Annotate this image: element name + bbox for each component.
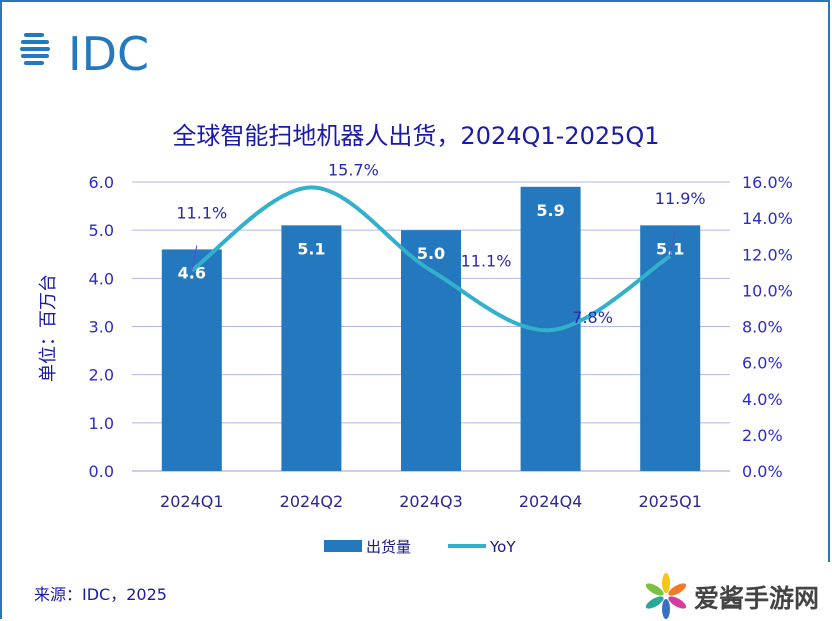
yoy-value-label: 7.8% bbox=[572, 308, 613, 327]
x-tick-label: 2025Q1 bbox=[638, 492, 702, 511]
bar bbox=[161, 249, 222, 471]
y-tick-label: 1.0 bbox=[89, 414, 114, 433]
y-tick-label: 3.0 bbox=[89, 318, 114, 337]
legend-swatch-bar bbox=[324, 540, 362, 552]
bar-value-label: 5.9 bbox=[536, 201, 564, 220]
bar-value-label: 4.6 bbox=[178, 263, 206, 282]
svg-text:IDC: IDC bbox=[68, 27, 149, 81]
watermark: 爱酱手游网 bbox=[645, 573, 819, 619]
y-tick-label: 6.0 bbox=[89, 173, 114, 192]
leader-line bbox=[191, 245, 198, 271]
y-axis-label: 单位：百万台 bbox=[38, 274, 59, 382]
source-note: 来源：IDC，2025 bbox=[34, 585, 167, 604]
x-tick-label: 2024Q1 bbox=[160, 492, 224, 511]
svg-text:爱酱手游网: 爱酱手游网 bbox=[694, 584, 819, 613]
legend: 出货量 YoY bbox=[324, 538, 516, 556]
y2-tick-label: 4.0% bbox=[742, 390, 783, 409]
bar-value-label: 5.1 bbox=[297, 239, 325, 258]
bar-value-label: 5.0 bbox=[417, 244, 445, 263]
y2-tick-label: 0.0% bbox=[742, 462, 783, 481]
y2-tick-label: 10.0% bbox=[742, 281, 793, 300]
legend-label-shipments: 出货量 bbox=[366, 538, 411, 556]
y2-tick-label: 16.0% bbox=[742, 173, 793, 192]
x-tick-label: 2024Q2 bbox=[280, 492, 344, 511]
y-tick-label: 2.0 bbox=[89, 366, 114, 385]
y2-tick-label: 2.0% bbox=[742, 426, 783, 445]
bar bbox=[401, 230, 461, 471]
bar-value-label: 5.1 bbox=[656, 239, 684, 258]
x-tick-label: 2024Q3 bbox=[399, 492, 463, 511]
bar bbox=[640, 225, 701, 471]
y2-tick-label: 6.0% bbox=[742, 354, 783, 373]
y2-tick-label: 8.0% bbox=[742, 318, 783, 337]
y-tick-label: 0.0 bbox=[89, 462, 114, 481]
yoy-value-label: 11.9% bbox=[655, 189, 706, 208]
idc-logo: IDC bbox=[20, 27, 149, 81]
x-tick-label: 2024Q4 bbox=[519, 492, 583, 511]
y2-tick-label: 12.0% bbox=[742, 245, 793, 264]
yoy-value-label: 11.1% bbox=[176, 204, 227, 223]
yoy-value-label: 11.1% bbox=[461, 252, 512, 271]
bar bbox=[281, 225, 342, 471]
y-tick-label: 5.0 bbox=[89, 221, 114, 240]
yoy-value-label: 15.7% bbox=[328, 160, 379, 179]
leader-line bbox=[669, 230, 676, 257]
chart-title: 全球智能扫地机器人出货，2024Q1-2025Q1 bbox=[172, 122, 659, 150]
y2-tick-label: 14.0% bbox=[742, 209, 793, 228]
y-tick-label: 4.0 bbox=[89, 269, 114, 288]
legend-label-yoy: YoY bbox=[489, 538, 516, 556]
